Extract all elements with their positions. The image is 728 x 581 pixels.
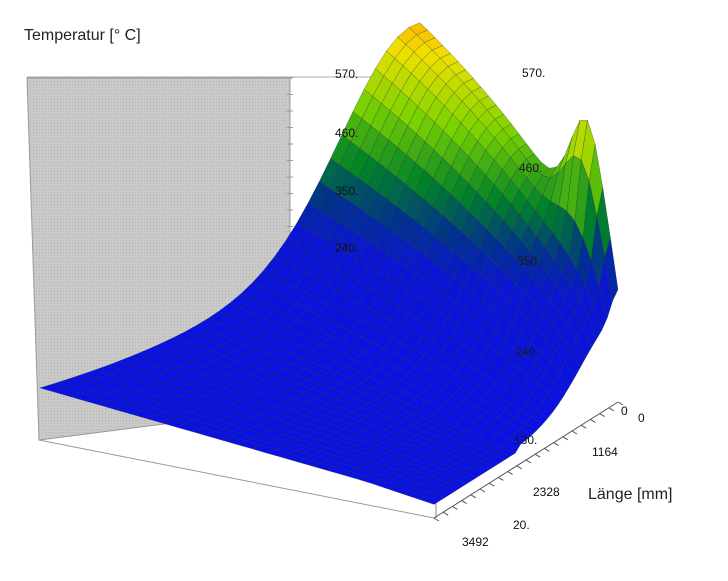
x-tick-0: 0 bbox=[621, 404, 628, 418]
depth-axis-tick bbox=[534, 453, 541, 458]
z-tick-back-460: 460. bbox=[335, 126, 358, 140]
z-tick-back-570: 570. bbox=[335, 67, 358, 81]
depth-axis-tick bbox=[571, 430, 578, 435]
depth-axis-tick bbox=[470, 494, 477, 499]
x-axis-title: Länge [mm] bbox=[588, 486, 672, 503]
depth-axis-tick bbox=[617, 401, 624, 406]
z-tick-front-20: 20. bbox=[513, 518, 530, 532]
z-tick-back-240: 240. bbox=[335, 241, 358, 255]
depth-axis-tick bbox=[580, 424, 587, 429]
z-tick-back-350: 350. bbox=[335, 184, 358, 198]
z-tick-front-350: 350. bbox=[517, 254, 540, 268]
depth-axis-tick bbox=[461, 500, 467, 505]
depth-axis-tick bbox=[608, 407, 615, 412]
depth-axis-tick bbox=[479, 488, 486, 493]
depth-axis-tick bbox=[562, 436, 569, 441]
z-tick-front-130: 130. bbox=[514, 433, 537, 447]
depth-axis-tick bbox=[488, 482, 495, 487]
depth-axis-tick bbox=[452, 505, 458, 510]
x-tick-3492: 3492 bbox=[462, 535, 489, 549]
depth-axis-tick bbox=[516, 465, 523, 470]
depth-axis-tick bbox=[553, 442, 559, 447]
z-tick-front-460: 460. bbox=[519, 161, 542, 175]
z-tick-front-240: 240. bbox=[515, 345, 538, 359]
x-tick-1164: 1164 bbox=[592, 445, 618, 459]
depth-axis-tick bbox=[525, 459, 532, 464]
surface-cell bbox=[604, 237, 619, 302]
depth-axis-tick bbox=[442, 511, 449, 516]
temperature-surface bbox=[39, 22, 619, 505]
floor-left-edge bbox=[38, 439, 435, 519]
depth-axis-tick bbox=[544, 447, 550, 452]
depth-axis-ticks bbox=[433, 401, 624, 522]
z-tick-front-570: 570. bbox=[522, 66, 545, 80]
depth-axis-tick bbox=[590, 418, 596, 423]
x-tick-2328: 2328 bbox=[533, 485, 560, 499]
depth-axis-tick bbox=[507, 471, 513, 476]
depth-tick-0: 0 bbox=[638, 411, 645, 425]
depth-axis-tick bbox=[433, 517, 440, 522]
depth-axis-tick bbox=[599, 413, 605, 418]
y-axis-title: Temperatur [° C] bbox=[24, 27, 141, 44]
depth-axis-tick bbox=[498, 476, 504, 481]
